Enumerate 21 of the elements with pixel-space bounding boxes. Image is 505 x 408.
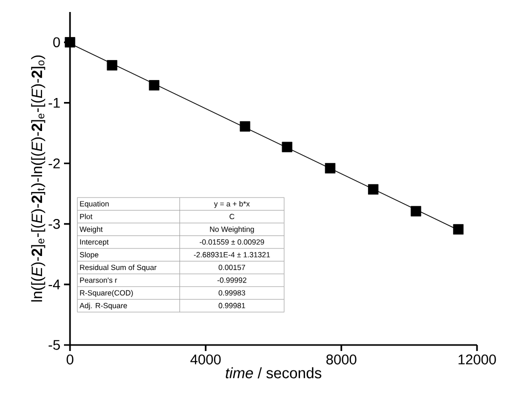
x-tick-label: 0	[66, 354, 74, 364]
x-tick-label: 8000	[326, 354, 356, 364]
x-tick-label: 12000	[458, 354, 496, 364]
y-tick-label: -4	[48, 280, 60, 290]
point	[148, 80, 160, 90]
y-tick-label: -1	[48, 98, 60, 108]
y-tick-label: -2	[48, 158, 60, 168]
point	[453, 224, 464, 235]
point	[64, 37, 76, 48]
x-tick-label: 4000	[190, 354, 221, 364]
point	[106, 60, 118, 70]
point	[368, 184, 378, 195]
point	[324, 163, 336, 174]
x-axis-title: time / seconds	[226, 367, 322, 378]
y-tick-label: 0	[53, 37, 60, 48]
y-tick-label: -3	[48, 218, 60, 229]
text: ln([(E)-2]$_{e}$-[(E)-2]$_{t}$)-ln([(E)-2]$_{e}$-[(E)-2]$_{o}$)	[31, 55, 46, 302]
y-tick-label: -5	[48, 340, 60, 350]
point	[410, 206, 422, 216]
point	[282, 142, 292, 152]
point	[240, 121, 250, 132]
